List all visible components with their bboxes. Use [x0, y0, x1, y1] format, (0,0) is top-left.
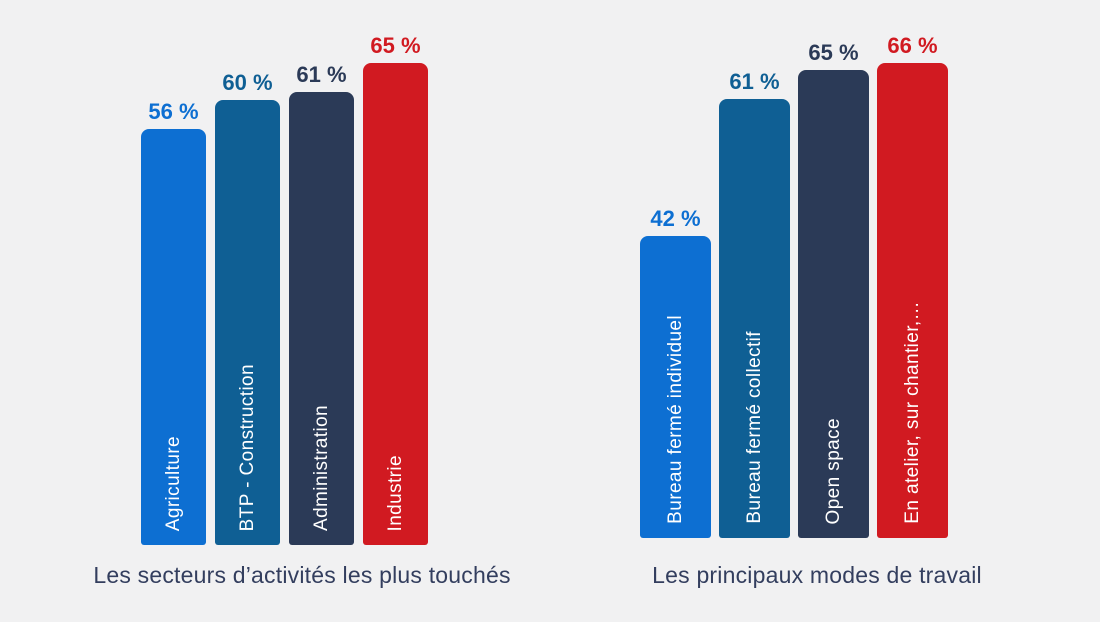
bar-value-label: 66 % — [887, 33, 938, 58]
bar: Agriculture — [141, 129, 206, 545]
bar-category-label: Industrie — [384, 454, 406, 531]
bar-category-label: Bureau fermé individuel — [664, 315, 686, 524]
sectors-chart-bars: 56 % Agriculture 60 % BTP - Construction 61 … — [141, 0, 428, 545]
bar-category-label: Bureau fermé collectif — [743, 331, 765, 524]
bar-value-label: 61 % — [729, 69, 780, 94]
bar-group: 56 % Agriculture — [141, 99, 206, 545]
bar-category-label: Open space — [822, 417, 844, 524]
bar-value-label: 56 % — [148, 99, 199, 124]
sectors-chart-caption: Les secteurs d’activités les plus touché… — [93, 562, 511, 588]
bar-value-label: 61 % — [296, 62, 347, 87]
bar-category-label: BTP - Construction — [236, 363, 258, 531]
bar: Bureau fermé collectif — [719, 99, 790, 538]
bar-group: 42 % Bureau fermé individuel — [640, 206, 711, 538]
bar-group: 66 % En atelier, sur chantier,… — [877, 33, 948, 538]
bar: Administration — [289, 92, 354, 545]
bar-value-label: 65 % — [370, 33, 421, 58]
bar: Industrie — [363, 63, 428, 545]
bar-category-label: En atelier, sur chantier,… — [901, 301, 923, 524]
bar: Open space — [798, 70, 869, 538]
bar-group: 61 % Administration — [289, 62, 354, 545]
bar-group: 61 % Bureau fermé collectif — [719, 69, 790, 538]
bar-category-label: Administration — [310, 405, 332, 531]
bar-value-label: 42 % — [650, 206, 701, 231]
bar-group: 60 % BTP - Construction — [215, 70, 280, 545]
bar: En atelier, sur chantier,… — [877, 63, 948, 538]
bar-category-label: Agriculture — [162, 435, 184, 531]
bar: Bureau fermé individuel — [640, 236, 711, 538]
bar-group: 65 % Industrie — [363, 33, 428, 545]
bar-value-label: 65 % — [808, 40, 859, 65]
work-modes-chart-bars: 42 % Bureau fermé individuel 61 % Bureau fe… — [640, 0, 948, 538]
work-modes-chart-caption: Les principaux modes de travail — [652, 562, 982, 588]
bar-value-label: 60 % — [222, 70, 273, 95]
bar: BTP - Construction — [215, 100, 280, 545]
bar-group: 65 % Open space — [798, 40, 869, 538]
